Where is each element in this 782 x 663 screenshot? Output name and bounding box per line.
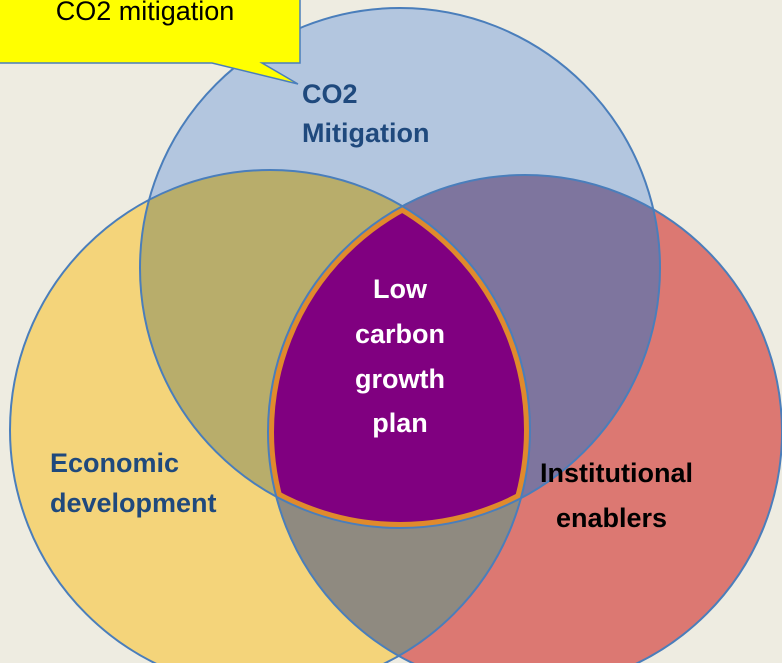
center-label: plan (372, 408, 428, 438)
right-label: enablers (556, 503, 667, 533)
center-label: growth (355, 364, 445, 394)
right-label: Institutional (540, 458, 693, 488)
left-label: Economic (50, 448, 179, 478)
top-label: CO2 (302, 79, 358, 109)
circle-outline (139, 7, 661, 529)
circle-outline (9, 169, 531, 663)
left-label: development (50, 488, 217, 518)
center-label: carbon (355, 319, 445, 349)
callout-box (0, 0, 301, 85)
top-label: Mitigation (302, 118, 429, 148)
circle-outline (267, 174, 782, 663)
callout-text: CO2 mitigation (56, 0, 235, 26)
center-label: Low (373, 274, 428, 304)
